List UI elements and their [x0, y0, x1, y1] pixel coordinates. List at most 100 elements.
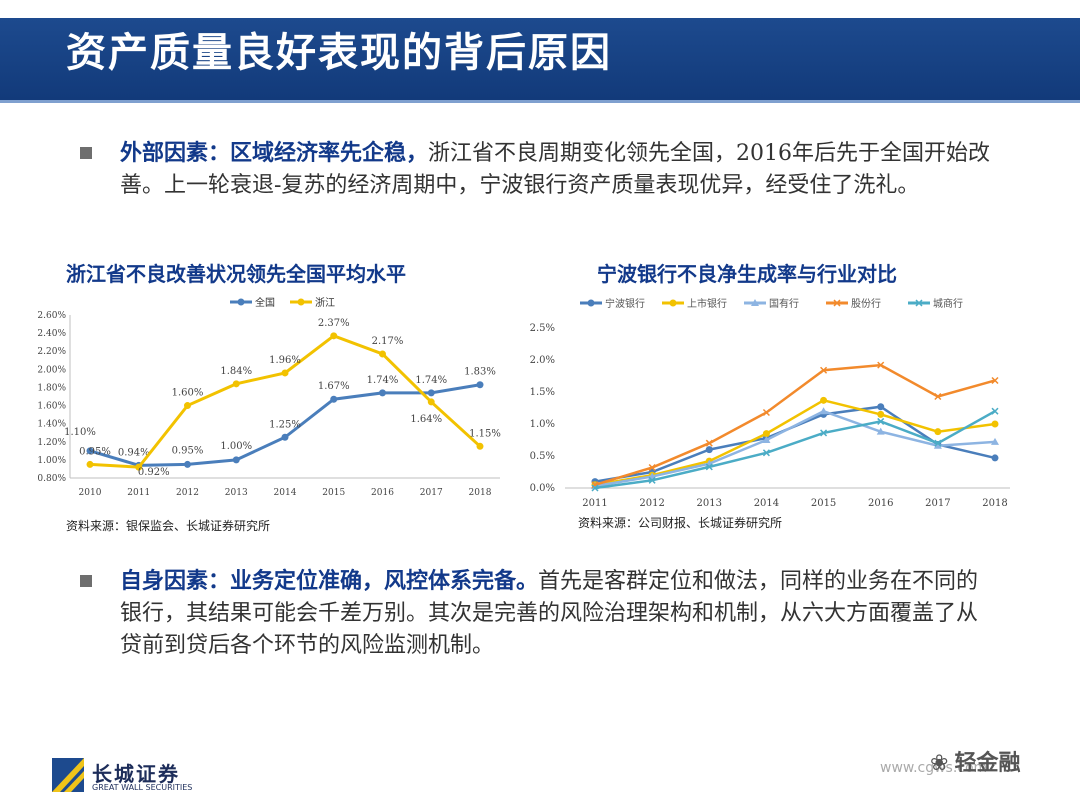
logo-english: GREAT WALL SECURITIES [92, 783, 193, 792]
bullet-text: 自身因素：业务定位准确，风控体系完备。首先是客群定位和做法，同样的业务在不同的银… [120, 565, 990, 662]
page-title: 资产质量良好表现的背后原因 [66, 30, 612, 76]
y-tick-label: 2.60% [37, 311, 66, 321]
y-tick-label: 0.5% [530, 451, 555, 462]
data-point [820, 366, 828, 374]
data-point [135, 463, 143, 471]
data-point [184, 402, 191, 410]
series-line-股份行 [594, 363, 996, 486]
data-point [648, 463, 656, 472]
data-label: 1.60% [172, 388, 204, 399]
x-tick-label: 2010 [79, 488, 102, 498]
data-point [232, 456, 240, 464]
chart-left-title: 浙江省不良改善状况领先全国平均水平 [66, 262, 406, 286]
legend-label: 城商行 [933, 297, 963, 310]
data-label: 1.84% [220, 366, 252, 377]
data-point [476, 381, 484, 389]
x-tick-label: 2012 [176, 488, 199, 498]
data-point [934, 439, 942, 447]
series-line-国有行 [594, 409, 996, 488]
source-right: 资料来源：公司财报、长城证券研究所 [578, 516, 783, 530]
data-point [86, 447, 94, 455]
data-point [762, 430, 770, 438]
x-tick-label: 2013 [225, 488, 248, 498]
data-point [184, 460, 191, 468]
data-label: 1.67% [318, 381, 350, 392]
bullet-external: 外部因素：区域经济率先企稳，浙江省不良周期变化领先全国，2016年后先于全国开始… [80, 137, 990, 202]
y-tick-label: 0.80% [37, 474, 66, 484]
legend-label: 浙江 [315, 297, 335, 309]
data-point [820, 429, 828, 437]
logo-name: 长城证券 [92, 762, 180, 786]
data-point [819, 407, 828, 415]
x-tick-label: 2016 [868, 498, 893, 509]
data-point [379, 389, 386, 397]
data-point [705, 463, 713, 471]
data-point [330, 332, 338, 340]
data-label: 1.64% [410, 414, 442, 425]
data-point [877, 403, 885, 411]
data-point [877, 361, 885, 369]
data-point [934, 428, 942, 436]
data-label: 1.15% [469, 428, 501, 439]
data-point [281, 369, 289, 377]
source-left: 资料来源：银保监会、长城证券研究所 [66, 519, 271, 533]
data-point [762, 449, 770, 457]
data-point [330, 395, 338, 403]
y-tick-label: 2.0% [530, 355, 555, 366]
y-tick-label: 2.40% [37, 329, 66, 339]
data-label: 0.94% [118, 447, 150, 458]
x-tick-label: 2018 [982, 498, 1007, 509]
x-tick-label: 2018 [469, 488, 492, 498]
data-label: 2.17% [372, 336, 404, 347]
data-point [705, 439, 713, 447]
data-point [991, 437, 999, 445]
x-tick-label: 2011 [127, 488, 150, 498]
legend-marker [669, 299, 677, 307]
data-label: 1.10% [64, 427, 96, 438]
data-point [877, 410, 885, 418]
x-tick-label: 2015 [322, 488, 345, 498]
legend-marker [237, 298, 245, 306]
data-point [991, 420, 999, 428]
data-point [820, 396, 828, 404]
y-tick-label: 1.60% [37, 402, 66, 412]
bullet-square-icon [80, 575, 92, 587]
data-point [934, 392, 942, 401]
data-point [427, 398, 435, 406]
series-line-城商行 [594, 410, 996, 490]
y-tick-label: 2.5% [530, 323, 555, 334]
data-point [991, 454, 999, 462]
bullet-body: 首先是客群定位和做法，同样的业务在不同的银行，其结果可能会千差万别。其次是完善的… [120, 569, 979, 658]
data-label: 1.74% [415, 375, 447, 386]
data-label: 0.95% [172, 445, 204, 456]
data-label: 1.83% [464, 367, 496, 378]
x-tick-label: 2013 [697, 498, 722, 509]
data-label: 1.00% [220, 441, 252, 452]
y-tick-label: 1.0% [530, 419, 555, 430]
data-point [232, 380, 240, 388]
y-tick-label: 1.20% [37, 438, 66, 448]
website: www.cgws.com [880, 760, 988, 776]
data-point [281, 433, 289, 441]
data-point [427, 389, 435, 397]
y-tick-label: 1.00% [37, 456, 66, 466]
chart-right: -0.5%0.0%0.5%1.0%1.5%2.0%2.5%20112012201… [530, 297, 1010, 509]
title-bar [0, 0, 1080, 103]
data-point [379, 350, 386, 358]
y-tick-label: 2.20% [37, 347, 66, 357]
data-point [991, 407, 999, 415]
legend-marker [297, 298, 305, 306]
data-point [877, 417, 885, 425]
data-point [591, 484, 599, 492]
x-tick-label: 2017 [420, 488, 443, 498]
y-tick-label: 2.00% [37, 365, 66, 375]
bullet-head: 外部因素：区域经济率先企稳， [120, 140, 429, 166]
x-tick-label: 2017 [925, 498, 950, 509]
data-point [876, 427, 885, 435]
data-label: 1.74% [367, 375, 399, 386]
wechat-icon: ❀ [930, 751, 949, 776]
x-tick-label: 2011 [582, 498, 607, 509]
legend-marker [751, 299, 759, 306]
y-tick-label: 1.40% [37, 420, 66, 430]
legend-label: 全国 [255, 296, 275, 309]
